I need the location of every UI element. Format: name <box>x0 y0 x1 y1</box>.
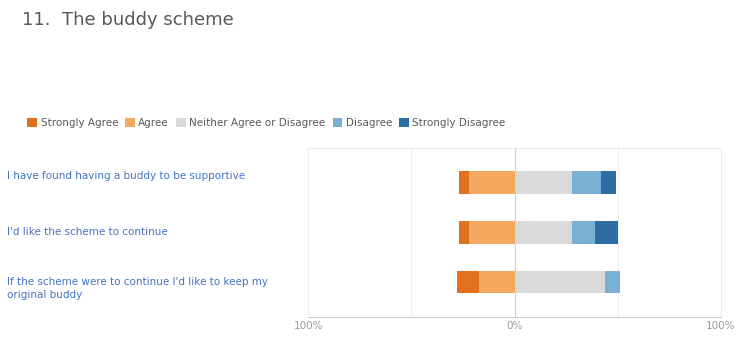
Bar <box>601 171 615 194</box>
Bar <box>572 171 601 194</box>
Bar <box>514 171 572 194</box>
Text: If the scheme were to continue I'd like to keep my
original buddy: If the scheme were to continue I'd like … <box>7 277 268 300</box>
Bar <box>469 171 514 194</box>
Bar <box>595 221 617 244</box>
Text: I'd like the scheme to continue: I'd like the scheme to continue <box>7 227 168 237</box>
Text: 11.  The buddy scheme: 11. The buddy scheme <box>22 11 234 29</box>
Bar <box>572 221 595 244</box>
Bar <box>479 271 514 293</box>
Bar <box>459 221 469 244</box>
Bar <box>459 171 469 194</box>
Text: I have found having a buddy to be supportive: I have found having a buddy to be suppor… <box>7 171 245 181</box>
Bar <box>514 221 572 244</box>
Legend: Strongly Agree, Agree, Neither Agree or Disagree, Disagree, Strongly Disagree: Strongly Agree, Agree, Neither Agree or … <box>27 118 506 128</box>
Bar <box>469 221 514 244</box>
Bar <box>457 271 479 293</box>
Bar <box>606 271 620 293</box>
Bar <box>514 271 606 293</box>
